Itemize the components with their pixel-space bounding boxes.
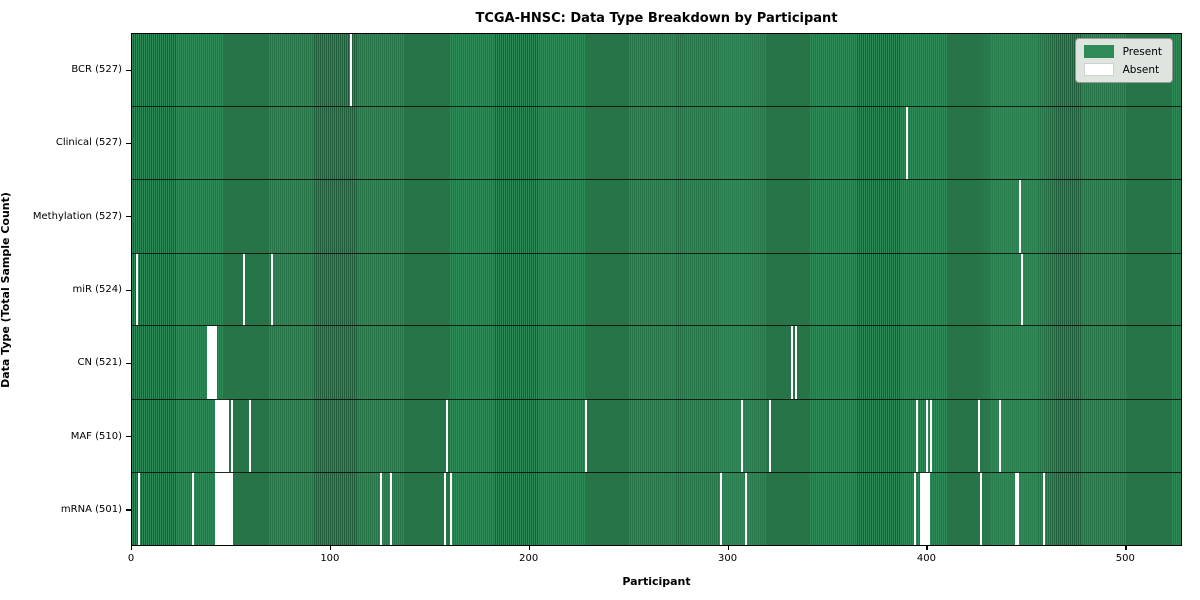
x-tick-label: 200 [519, 553, 539, 564]
legend-label-present: Present [1122, 45, 1162, 58]
heatmap-row-methylation [132, 180, 1181, 253]
x-tick-mark [528, 546, 530, 550]
absent-mark [979, 472, 982, 545]
heatmap-row-mir [132, 253, 1181, 326]
ytick-label-mrna: mRNA (501) [60, 503, 122, 515]
legend: Present Absent [1074, 38, 1173, 83]
absent-mark [1043, 472, 1046, 545]
y-tick-mark [126, 69, 131, 71]
row-separator [132, 325, 1181, 327]
x-tick-mark [926, 546, 928, 550]
absent-mark [999, 399, 1002, 472]
absent-mark [977, 399, 980, 472]
absent-mark [445, 399, 448, 472]
x-tick-label: 100 [320, 553, 340, 564]
absent-mark [1017, 472, 1020, 545]
absent-mark [719, 472, 722, 545]
absent-mark [741, 399, 744, 472]
present-swatch [1083, 45, 1114, 58]
row-separator [132, 398, 1181, 400]
y-tick-mark [126, 362, 131, 364]
absent-mark [243, 253, 246, 326]
absent-mark [249, 399, 252, 472]
absent-mark [906, 107, 909, 180]
absent-mark [270, 253, 273, 326]
row-separator [132, 106, 1181, 108]
row-separator [132, 471, 1181, 473]
heatmap-row-cn [132, 326, 1181, 399]
absent-mark [135, 253, 138, 326]
y-tick-mark [126, 509, 131, 511]
legend-label-absent: Absent [1122, 63, 1160, 76]
absent-mark [929, 399, 932, 472]
heatmap-row-maf [132, 399, 1181, 472]
absent-mark [191, 472, 194, 545]
heatmap-row-bcr [132, 34, 1181, 107]
absent-mark [231, 399, 234, 472]
ytick-label-methylation: Methylation (527) [32, 210, 122, 222]
legend-item-absent: Absent [1083, 63, 1162, 76]
heatmap-row-mrna [132, 472, 1181, 545]
ytick-label-maf: MAF (510) [70, 430, 122, 442]
absent-mark [350, 34, 353, 107]
row-separator [132, 179, 1181, 181]
absent-mark [443, 472, 446, 545]
absent-mark [745, 472, 748, 545]
ytick-label-bcr: BCR (527) [71, 64, 122, 76]
x-axis-ticks: 0 100 200 300 400 500 [127, 546, 1182, 572]
absent-mark [137, 472, 140, 545]
x-tick-mark [727, 546, 729, 550]
absent-mark [449, 472, 452, 545]
legend-item-present: Present [1083, 45, 1162, 58]
ytick-label-clinical: Clinical (527) [55, 137, 122, 149]
y-tick-mark [126, 142, 131, 145]
heatmap-row-clinical [132, 107, 1181, 180]
x-tick-mark [329, 546, 332, 550]
absent-mark [794, 326, 797, 399]
y-tick-mark [126, 289, 131, 291]
absent-mark [769, 399, 772, 472]
absent-mark [914, 472, 917, 545]
heatmap-rows [132, 34, 1181, 545]
x-tick-mark [1125, 546, 1127, 550]
absent-mark [215, 326, 218, 399]
absent-mark [380, 472, 383, 545]
absent-mark [916, 399, 918, 472]
absent-mark [390, 472, 393, 545]
absent-swatch [1083, 63, 1114, 76]
absent-mark [584, 399, 587, 472]
x-axis-label: Participant [622, 575, 691, 588]
absent-mark [790, 326, 793, 399]
x-tick-label: 0 [127, 553, 135, 564]
chart-title: TCGA-HNSC: Data Type Breakdown by Partic… [475, 11, 838, 26]
heatmap-plot: Present Absent [131, 33, 1182, 546]
absent-mark [925, 399, 928, 472]
absent-mark [231, 472, 234, 545]
row-separator [132, 252, 1181, 254]
y-tick-mark [126, 216, 131, 218]
x-tick-label: 300 [718, 553, 738, 564]
x-tick-label: 500 [1115, 553, 1135, 564]
absent-mark [1021, 253, 1024, 326]
y-tick-labels: BCR (527) Clinical (527) Methylation (527)… [0, 33, 122, 546]
ytick-label-mir: miR (524) [72, 283, 122, 295]
absent-mark [227, 399, 230, 472]
absent-mark [927, 472, 930, 545]
absent-mark [1019, 180, 1022, 253]
x-tick-label: 400 [916, 553, 936, 564]
ytick-label-cn: CN (521) [77, 357, 122, 369]
y-tick-mark [126, 436, 131, 438]
x-tick-mark [131, 546, 133, 550]
